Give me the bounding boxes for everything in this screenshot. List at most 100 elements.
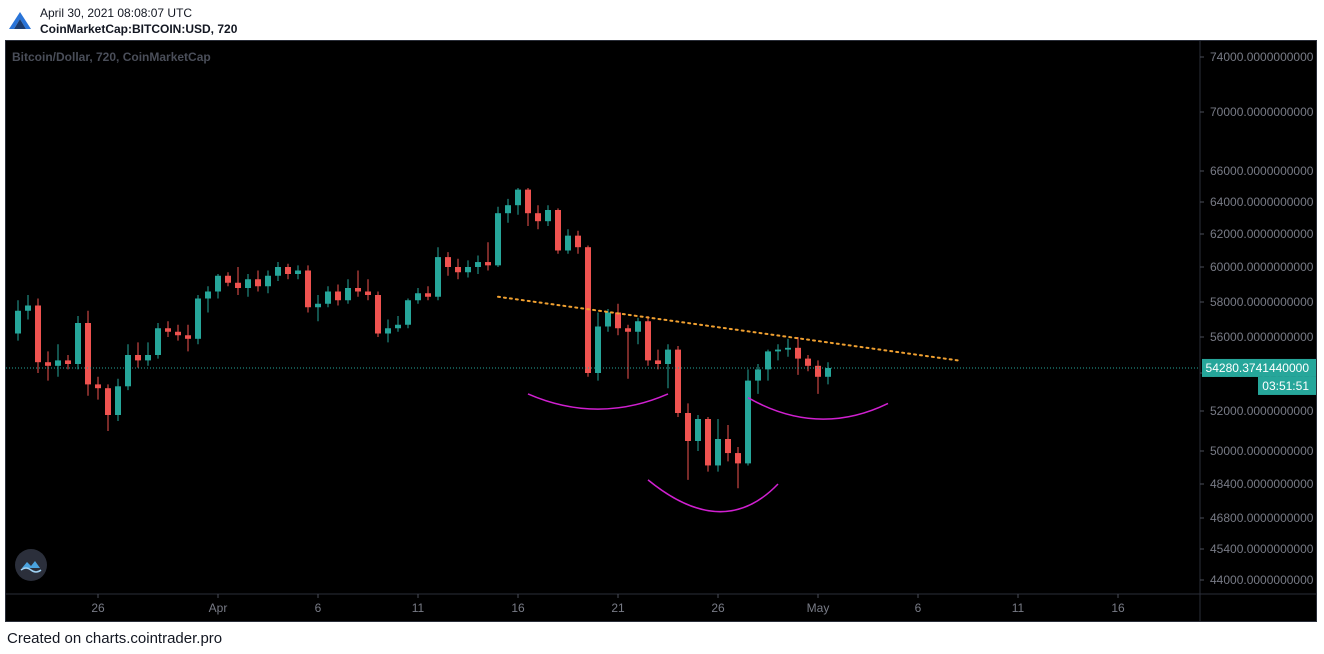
candle[interactable] bbox=[665, 344, 671, 389]
chart-frame[interactable] bbox=[5, 40, 1317, 622]
candle[interactable] bbox=[595, 312, 601, 381]
candle[interactable] bbox=[375, 291, 381, 338]
candle[interactable] bbox=[75, 316, 81, 370]
candle[interactable] bbox=[85, 310, 91, 396]
candle[interactable] bbox=[25, 295, 31, 320]
candle[interactable] bbox=[685, 403, 691, 480]
pattern-arc[interactable] bbox=[747, 397, 889, 420]
candle[interactable] bbox=[185, 324, 191, 352]
candle[interactable] bbox=[805, 355, 811, 372]
candle[interactable] bbox=[335, 284, 341, 306]
candle[interactable] bbox=[295, 265, 301, 280]
cloud-wave-icon[interactable] bbox=[15, 549, 47, 581]
candle[interactable] bbox=[825, 362, 831, 385]
candle[interactable] bbox=[135, 342, 141, 368]
candle[interactable] bbox=[355, 270, 361, 297]
candle[interactable] bbox=[635, 317, 641, 345]
candle[interactable] bbox=[535, 205, 541, 230]
candle[interactable] bbox=[675, 346, 681, 417]
candle[interactable] bbox=[695, 415, 701, 451]
candle[interactable] bbox=[775, 344, 781, 361]
time-axis: 26 Apr 6 11 16 21 26 May 6 11 16 bbox=[6, 593, 1316, 615]
candle[interactable] bbox=[555, 208, 561, 254]
candle[interactable] bbox=[715, 419, 721, 472]
candle[interactable] bbox=[615, 303, 621, 336]
candle[interactable] bbox=[725, 425, 731, 462]
candle[interactable] bbox=[815, 360, 821, 394]
candle-body bbox=[505, 205, 511, 214]
y-tick-label: 70000.0000000000 bbox=[1210, 105, 1314, 119]
resistance-trendline[interactable] bbox=[497, 295, 959, 362]
candle[interactable] bbox=[475, 255, 481, 274]
candle[interactable] bbox=[465, 260, 471, 278]
candle[interactable] bbox=[435, 247, 441, 301]
candle[interactable] bbox=[455, 258, 461, 280]
candle[interactable] bbox=[545, 205, 551, 226]
candle[interactable] bbox=[285, 263, 291, 280]
candle[interactable] bbox=[45, 351, 51, 381]
candle[interactable] bbox=[265, 270, 271, 294]
candle-body bbox=[665, 349, 671, 364]
candle[interactable] bbox=[565, 229, 571, 254]
candle[interactable] bbox=[325, 286, 331, 308]
candle[interactable] bbox=[575, 230, 581, 254]
candle[interactable] bbox=[605, 309, 611, 332]
candle[interactable] bbox=[755, 364, 761, 394]
candle-body bbox=[25, 305, 31, 311]
candle[interactable] bbox=[165, 321, 171, 337]
candle[interactable] bbox=[235, 267, 241, 295]
candle-body bbox=[365, 291, 371, 295]
candle[interactable] bbox=[315, 295, 321, 322]
candle[interactable] bbox=[585, 245, 591, 377]
candle[interactable] bbox=[705, 417, 711, 472]
candle[interactable] bbox=[485, 242, 491, 271]
candle[interactable] bbox=[145, 342, 151, 366]
candle[interactable] bbox=[735, 447, 741, 489]
candle[interactable] bbox=[655, 349, 661, 370]
candle[interactable] bbox=[745, 369, 751, 466]
candle[interactable] bbox=[175, 324, 181, 341]
candle[interactable] bbox=[255, 270, 261, 292]
candle[interactable] bbox=[495, 206, 501, 267]
candle-body bbox=[545, 210, 551, 222]
candle[interactable] bbox=[275, 262, 281, 281]
candle[interactable] bbox=[195, 295, 201, 345]
pattern-arc[interactable] bbox=[647, 479, 779, 513]
candle[interactable] bbox=[205, 286, 211, 313]
candle[interactable] bbox=[105, 384, 111, 431]
candle[interactable] bbox=[155, 323, 161, 359]
candle[interactable] bbox=[35, 298, 41, 374]
candle[interactable] bbox=[305, 265, 311, 313]
candle[interactable] bbox=[505, 198, 511, 223]
candle[interactable] bbox=[95, 376, 101, 400]
candle-body bbox=[655, 360, 661, 364]
candle[interactable] bbox=[15, 300, 21, 341]
candle[interactable] bbox=[415, 288, 421, 304]
candle[interactable] bbox=[785, 338, 791, 357]
countdown-label: 03:51:51 bbox=[1262, 379, 1309, 393]
candle[interactable] bbox=[125, 344, 131, 391]
candle[interactable] bbox=[795, 337, 801, 375]
candle[interactable] bbox=[385, 319, 391, 343]
candle-body bbox=[315, 303, 321, 308]
candle[interactable] bbox=[515, 188, 521, 215]
candle[interactable] bbox=[115, 378, 121, 421]
candle[interactable] bbox=[65, 355, 71, 370]
candle[interactable] bbox=[765, 349, 771, 381]
candle[interactable] bbox=[365, 279, 371, 301]
candle[interactable] bbox=[425, 286, 431, 301]
candle[interactable] bbox=[625, 324, 631, 379]
candle[interactable] bbox=[345, 279, 351, 304]
candle[interactable] bbox=[245, 274, 251, 297]
candle[interactable] bbox=[405, 298, 411, 329]
candle[interactable] bbox=[445, 252, 451, 276]
candle[interactable] bbox=[645, 316, 651, 366]
candle[interactable] bbox=[55, 344, 61, 377]
candle[interactable] bbox=[395, 316, 401, 332]
candle[interactable] bbox=[525, 188, 531, 226]
candle[interactable] bbox=[215, 274, 221, 299]
pattern-arc[interactable] bbox=[527, 393, 669, 410]
candle[interactable] bbox=[225, 272, 231, 287]
candle-body bbox=[75, 323, 81, 364]
